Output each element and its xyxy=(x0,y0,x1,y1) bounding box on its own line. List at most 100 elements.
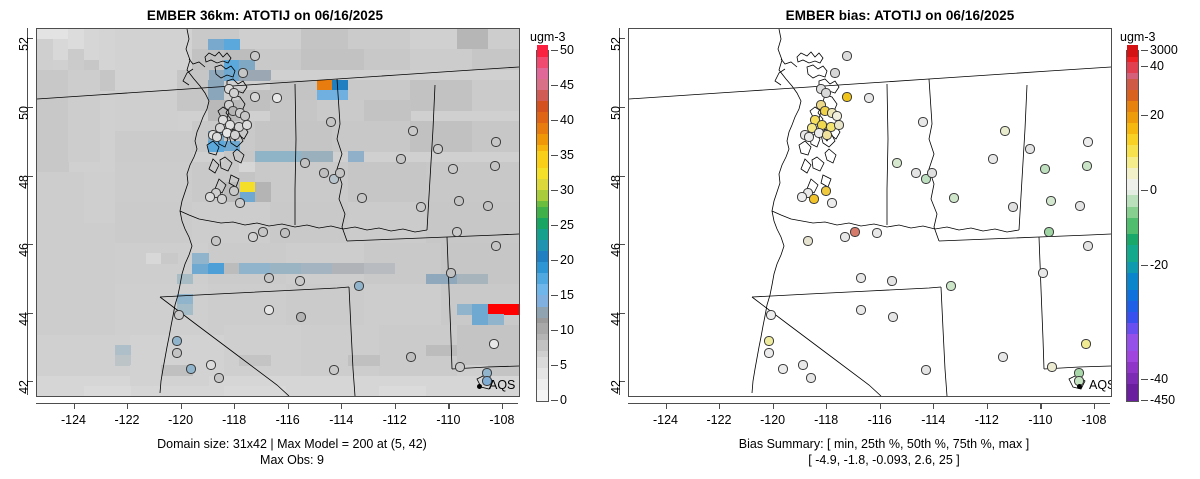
y-axis-label: 50 xyxy=(17,105,31,120)
right-colorbar-segment xyxy=(1127,261,1138,268)
monitor-point xyxy=(214,373,224,383)
model-concentration-grid xyxy=(37,29,519,396)
monitor-point xyxy=(491,241,501,251)
left-colorbar-segment xyxy=(537,283,548,290)
left-colorbar-segment xyxy=(537,122,548,129)
bias-point xyxy=(797,192,807,202)
grid-cell xyxy=(456,29,489,50)
x-axis-tick xyxy=(665,403,667,409)
grid-cell xyxy=(456,273,489,285)
monitor-point xyxy=(250,51,260,61)
left-colorbar-tick-label: 45 xyxy=(560,78,574,92)
right-colorbar-segment xyxy=(1127,366,1138,374)
grid-cell xyxy=(239,355,271,366)
left-monitor-points xyxy=(37,29,519,396)
bias-point xyxy=(827,198,837,208)
x-axis-tick xyxy=(772,403,774,409)
left-colorbar-segment xyxy=(537,216,548,224)
left-colorbar-segment xyxy=(537,322,548,329)
monitor-point xyxy=(489,339,499,349)
monitor-point xyxy=(206,360,216,370)
monitor-point xyxy=(452,227,462,237)
grid-cell xyxy=(37,171,85,224)
bias-point xyxy=(887,276,897,286)
grid-cell xyxy=(472,314,489,326)
grid-cell xyxy=(83,171,116,224)
right-colorbar-segment xyxy=(1127,150,1138,157)
y-axis-line xyxy=(27,28,29,395)
bias-point xyxy=(911,168,921,178)
bias-point xyxy=(1083,137,1093,147)
right-colorbar-segment xyxy=(1127,355,1138,363)
monitor-point xyxy=(229,186,239,196)
grid-cell xyxy=(223,39,240,50)
x-axis-line xyxy=(36,403,518,405)
left-colorbar-segment xyxy=(537,211,548,218)
monitor-point xyxy=(174,310,184,320)
right-colorbar-segment xyxy=(1127,127,1138,135)
grid-cell xyxy=(472,304,489,316)
grid-cell xyxy=(208,39,225,50)
bias-point xyxy=(807,123,817,133)
right-map-plot-area: AQS xyxy=(628,28,1112,397)
left-colorbar-segment xyxy=(537,155,548,163)
bias-point xyxy=(1081,339,1091,349)
right-colorbar-segment xyxy=(1127,50,1138,57)
grid-cell xyxy=(487,304,519,316)
left-colorbar-tick-label: 5 xyxy=(560,358,567,372)
monitor-point xyxy=(491,137,501,147)
left-colorbar-segment xyxy=(537,277,548,285)
right-colorbar-tick-label: 3000 xyxy=(1150,43,1178,57)
left-colorbar-segment xyxy=(537,361,548,368)
left-colorbar-segment xyxy=(537,366,548,374)
x-axis-tick xyxy=(234,403,236,409)
x-axis-line xyxy=(628,403,1110,405)
y-axis-label: 48 xyxy=(609,174,623,189)
right-colorbar-segment xyxy=(1127,239,1138,246)
grid-cell xyxy=(254,151,302,163)
left-colorbar-segment xyxy=(537,311,548,318)
grid-cell xyxy=(37,39,54,71)
right-colorbar-segment xyxy=(1127,161,1138,168)
x-axis-label: -112 xyxy=(382,413,407,427)
x-axis-tick xyxy=(287,403,289,409)
y-axis-label: 42 xyxy=(609,380,623,395)
grid-cell xyxy=(254,49,302,71)
monitor-point xyxy=(329,174,339,184)
x-axis-label: -110 xyxy=(436,413,461,427)
y-axis-label: 52 xyxy=(609,37,623,52)
bias-point xyxy=(1083,241,1093,251)
right-colorbar-tick-label: -40 xyxy=(1150,372,1169,386)
right-colorbar-segment xyxy=(1127,322,1138,329)
grid-cell xyxy=(223,69,240,81)
grid-cell xyxy=(472,79,519,112)
left-colorbar-tick-label: 35 xyxy=(560,148,574,162)
right-colorbar-segment xyxy=(1127,116,1138,124)
left-colorbar-segment xyxy=(537,289,548,296)
grid-cell xyxy=(239,29,302,50)
x-axis-label: -122 xyxy=(706,413,732,427)
grid-cell xyxy=(487,314,505,326)
left-colorbar-segment xyxy=(537,189,548,196)
grid-cell xyxy=(83,385,131,396)
grid-cell xyxy=(114,90,178,132)
x-axis-label: -120 xyxy=(760,413,786,427)
aqs-legend-label: AQS xyxy=(1089,378,1111,392)
right-colorbar-segment xyxy=(1127,272,1138,279)
left-colorbar-segment xyxy=(537,133,548,140)
right-colorbar-segment xyxy=(1127,77,1138,85)
bias-point xyxy=(850,227,860,237)
grid-cell xyxy=(208,141,225,152)
right-colorbar-segment xyxy=(1127,72,1138,79)
right-colorbar-segment xyxy=(1127,205,1138,213)
left-colorbar-segment xyxy=(537,300,548,307)
right-colorbar-segment xyxy=(1127,172,1138,179)
right-colorbar-segment xyxy=(1127,111,1138,118)
right-colorbar-segment xyxy=(1127,333,1138,340)
grid-cell xyxy=(145,253,162,265)
x-axis-label: -118 xyxy=(222,413,247,427)
right-colorbar-segment xyxy=(1127,83,1138,90)
grid-cell xyxy=(347,202,427,244)
bias-point xyxy=(1038,268,1048,278)
x-axis-tick xyxy=(448,403,450,409)
